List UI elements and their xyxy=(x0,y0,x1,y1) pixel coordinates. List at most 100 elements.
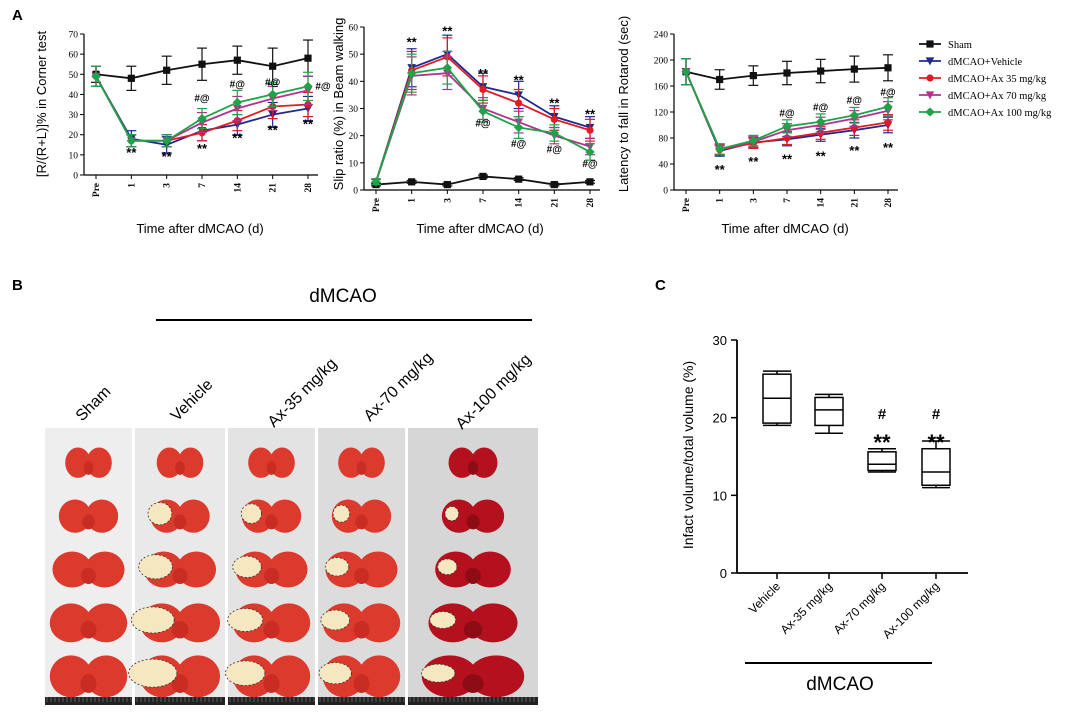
ruler-strip xyxy=(228,697,315,705)
y-tick-label: 20 xyxy=(69,131,79,141)
data-point xyxy=(513,122,524,133)
x-axis-title: Time after dMCAO (d) xyxy=(416,221,543,236)
brain-slice xyxy=(435,551,511,588)
midline-shadow xyxy=(265,514,278,530)
infarct-region xyxy=(225,660,266,686)
significance-label: #@ xyxy=(813,102,829,113)
y-axis-title: Latency to fall in Rotarod (sec) xyxy=(616,16,631,192)
brain-slice xyxy=(448,447,498,478)
y-tick-label: 30 xyxy=(69,111,79,121)
brain-slice xyxy=(240,499,302,533)
x-tick-label: 28 xyxy=(304,183,314,193)
x-tick-label: Ax-70 mg/kg xyxy=(831,579,889,637)
box-ax-100-mg-kg xyxy=(921,440,951,489)
significance-label: ** xyxy=(849,143,860,158)
significance-label: ** xyxy=(514,73,525,88)
y-tick-label: 10 xyxy=(69,151,79,161)
significance-label: ** xyxy=(162,149,173,164)
group-label-dmcao: dMCAO xyxy=(309,286,377,307)
brain-slice xyxy=(49,603,128,643)
significance-label: ** xyxy=(883,140,894,155)
data-point xyxy=(884,118,892,126)
significance-label: #@ xyxy=(194,93,210,104)
significance-label: ** xyxy=(303,117,314,132)
photo-label-ax-70-mg-kg: Ax-70 mg/kg xyxy=(361,349,437,425)
midline-shadow xyxy=(82,514,95,530)
midline-shadow xyxy=(80,674,97,694)
infarct-region xyxy=(437,558,458,575)
significance-label: ** xyxy=(748,154,759,169)
midline-shadow xyxy=(81,567,96,584)
significance-label: ** xyxy=(549,96,560,111)
x-axis-title: Time after dMCAO (d) xyxy=(136,221,263,236)
x-tick-label: 14 xyxy=(817,198,827,208)
midline-shadow xyxy=(353,620,370,639)
data-point xyxy=(716,75,724,84)
y-tick-label: 30 xyxy=(713,333,727,348)
x-tick-label: Pre xyxy=(682,198,692,212)
significance-label: # xyxy=(878,406,887,423)
box-vehicle xyxy=(762,370,792,427)
brain-slice xyxy=(428,603,518,643)
infarct-region xyxy=(232,555,262,578)
y-tick-label: 30 xyxy=(349,105,359,115)
legend-label: dMCAO+Ax 100 mg/kg xyxy=(948,108,1052,119)
x-tick-label: 7 xyxy=(479,198,489,203)
box-body xyxy=(921,447,951,486)
data-point xyxy=(269,62,277,70)
x-tick-label: 21 xyxy=(550,198,560,208)
y-tick-label: 0 xyxy=(663,187,668,197)
photo-label-ax-100-mg-kg: Ax-100 mg/kg xyxy=(453,351,535,433)
brain-slice xyxy=(52,551,125,588)
data-point xyxy=(408,178,416,186)
significance-label: ** xyxy=(585,107,596,122)
brain-slice-photos: dMCAO Sham Vehicle Ax-35 mg/kg Ax-70 mg/kg A… xyxy=(45,286,538,705)
box-body xyxy=(814,396,844,427)
data-point xyxy=(817,67,825,75)
data-point xyxy=(783,69,791,77)
y-tick-label: 60 xyxy=(69,51,79,61)
significance-label: #@ xyxy=(880,88,896,99)
legend-item-dmcao-ax-35-mg-kg: dMCAO+Ax 35 mg/kg xyxy=(919,74,1047,85)
y-tick-label: 160 xyxy=(654,83,669,93)
midline-shadow xyxy=(463,620,483,639)
data-point xyxy=(303,81,313,92)
series-dmcao-ax-100-mg-kg xyxy=(91,65,313,148)
panel-letter-c: C xyxy=(655,277,666,294)
significance-label: #@ xyxy=(511,139,527,150)
brain-slice xyxy=(331,499,392,533)
data-point xyxy=(585,147,595,157)
data-point xyxy=(91,71,101,81)
significance-label: #@ xyxy=(230,79,246,90)
midline-shadow xyxy=(171,620,189,639)
midline-shadow xyxy=(173,514,187,530)
infarct-region xyxy=(444,506,460,522)
ruler xyxy=(228,697,315,705)
legend-label: dMCAO+Ax 35 mg/kg xyxy=(948,74,1047,85)
data-point xyxy=(884,64,892,72)
series-sham xyxy=(681,54,893,90)
data-point xyxy=(126,136,137,146)
data-point xyxy=(161,136,172,146)
data-point xyxy=(749,72,757,80)
data-point xyxy=(371,177,381,187)
brain-slice xyxy=(65,447,112,478)
y-tick-label: 0 xyxy=(720,566,727,581)
midline-shadow xyxy=(462,674,484,694)
legend-marker xyxy=(926,40,934,48)
significance-label: ** xyxy=(442,24,453,39)
panel-letter-a: A xyxy=(12,7,23,24)
y-tick-label: 10 xyxy=(713,488,727,503)
data-point xyxy=(198,60,206,68)
y-tick-label: 80 xyxy=(659,135,669,145)
ruler-strip xyxy=(45,697,132,705)
midline-shadow xyxy=(354,567,369,584)
brain-slice xyxy=(138,551,217,588)
significance-label: ** xyxy=(407,35,418,50)
x-tick-label: 3 xyxy=(443,198,453,203)
ruler-strip xyxy=(408,697,538,705)
y-tick-label: 0 xyxy=(353,187,358,197)
infarct-region xyxy=(138,554,173,580)
chart-rotarod: Latency to fall in Rotarod (sec) Time af… xyxy=(616,16,898,236)
data-point xyxy=(515,175,523,183)
